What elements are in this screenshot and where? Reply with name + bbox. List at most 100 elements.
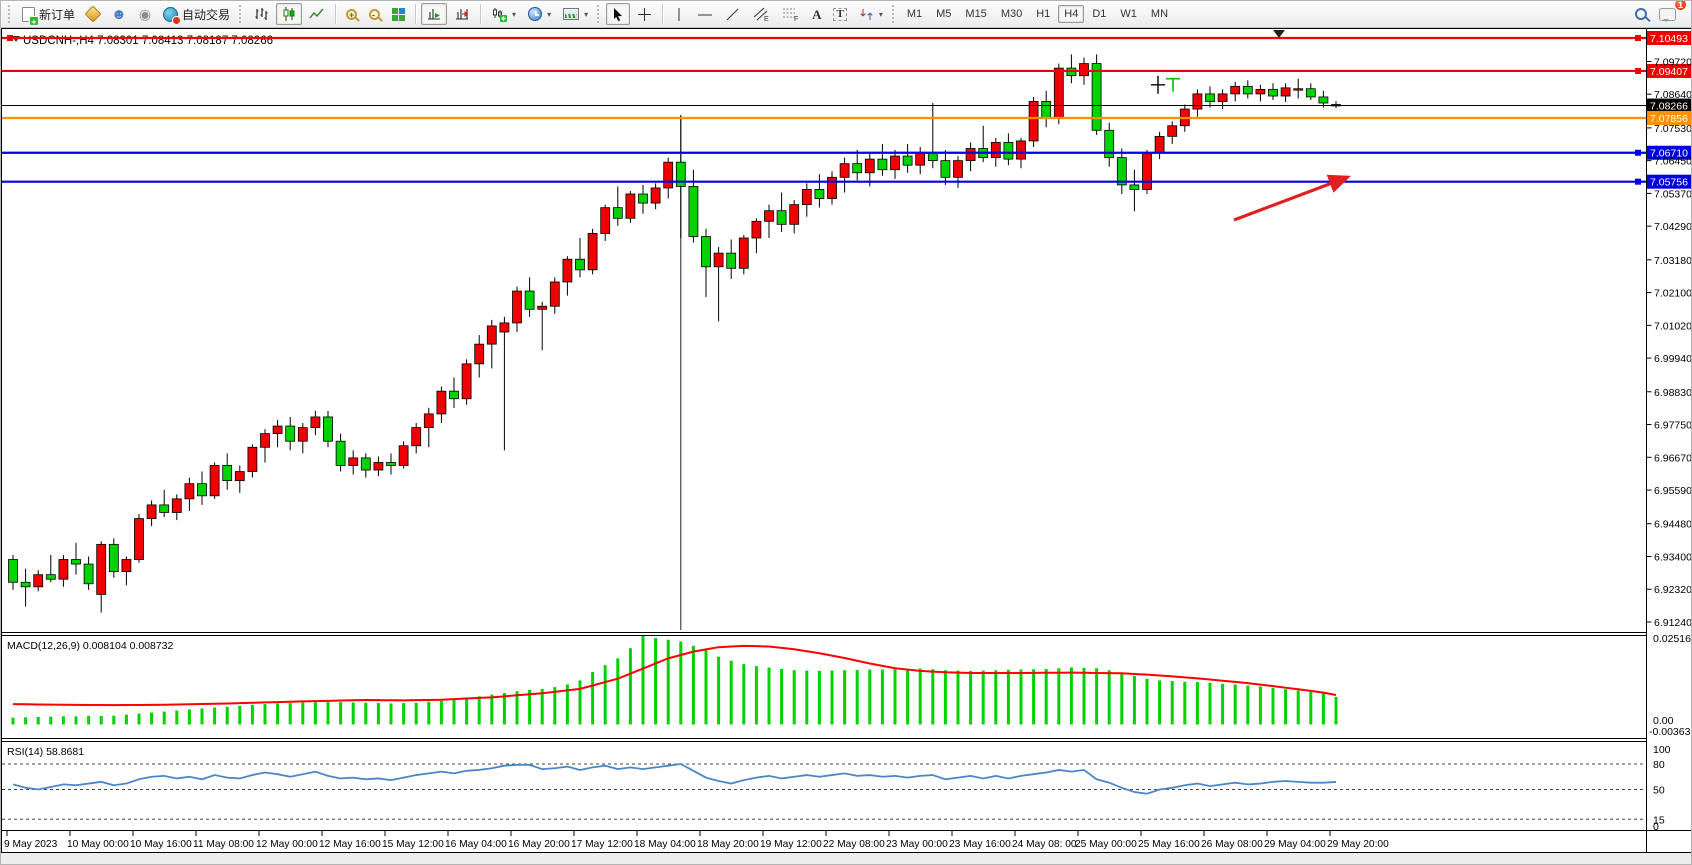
bar-chart-button[interactable] <box>248 3 274 25</box>
timeframe-mn[interactable]: MN <box>1150 8 1169 20</box>
chart-shift-marker[interactable] <box>1273 30 1285 38</box>
macd-bar <box>956 670 960 725</box>
macd-bar <box>187 709 191 725</box>
macd-bar <box>704 649 708 725</box>
toolbar-grip[interactable] <box>8 5 13 23</box>
vertical-line-button[interactable] <box>668 3 690 25</box>
macd-bar <box>1095 668 1099 725</box>
templates-dropdown[interactable]: ▾ <box>558 3 593 25</box>
signals-button[interactable]: ◉ <box>134 3 156 25</box>
macd-bar <box>981 670 985 725</box>
auto-scroll-button[interactable] <box>421 3 448 25</box>
macd-bar <box>515 691 519 725</box>
candle-bear <box>1205 93 1215 102</box>
timeframe-m1[interactable]: M1 <box>906 8 923 20</box>
notifications-button[interactable]: 1 <box>1654 1 1687 25</box>
fibonacci-button[interactable]: F <box>777 3 805 25</box>
zoom-in-button[interactable]: + <box>341 3 362 25</box>
periods-dropdown[interactable]: ▾ <box>523 3 556 25</box>
candle-bull <box>587 233 598 271</box>
candle-bear <box>71 559 81 565</box>
toolbar-grip[interactable] <box>891 5 897 23</box>
macd-bar <box>918 668 922 725</box>
candle-bull <box>600 207 611 234</box>
macd-bar <box>376 703 380 725</box>
toolbar-grip[interactable] <box>239 5 244 23</box>
macd-bar <box>817 670 821 725</box>
candle-bull <box>209 465 220 497</box>
macd-bar <box>679 641 683 725</box>
price-tick-label: 7.03180 <box>1654 255 1692 267</box>
macd-bar <box>414 702 418 725</box>
time-axis[interactable]: 9 May 2023 10 May 00:00 10 May 16:00 11 May… <box>4 830 1389 851</box>
hline-handle[interactable] <box>1635 35 1641 41</box>
macd-bar <box>200 708 204 725</box>
horizontal-line-icon <box>698 14 713 15</box>
macd-bar <box>628 648 632 725</box>
price-badge <box>1647 31 1691 45</box>
rsi-axis-15: 15 <box>1653 814 1665 826</box>
crosshair-button[interactable] <box>632 3 657 25</box>
macd-bar <box>1284 689 1288 725</box>
new-order-icon: + <box>22 6 39 27</box>
horizontal-line-button[interactable] <box>692 3 718 25</box>
arrows-dropdown[interactable]: ▾ <box>854 3 888 25</box>
tile-windows-button[interactable] <box>387 3 410 25</box>
zoom-out-button[interactable]: - <box>364 3 385 25</box>
line-chart-button[interactable] <box>304 3 330 25</box>
candle-bull <box>549 281 560 307</box>
timeframe-m15[interactable]: M15 <box>965 8 987 20</box>
timeframe-h4[interactable]: H4 <box>1058 5 1085 23</box>
candle-bear <box>877 158 888 171</box>
auto-trading-button[interactable]: 自动交易 <box>158 3 235 25</box>
candle-bear <box>701 236 711 268</box>
chart-shift-button[interactable] <box>449 3 475 25</box>
macd-bar <box>276 703 280 725</box>
candle-bull <box>537 305 548 310</box>
profile-button[interactable]: ☻ <box>106 3 132 25</box>
macd-panel[interactable]: MACD(12,26,9) 0.008104 0.008732 0.025163 0… <box>7 633 1692 738</box>
hline-handle[interactable] <box>7 35 13 41</box>
cursor-button[interactable] <box>606 3 631 25</box>
timeframe-d1[interactable]: D1 <box>1092 8 1107 20</box>
equidistant-channel-button[interactable]: E <box>747 3 775 25</box>
price-tick-label: 6.98830 <box>1654 387 1692 399</box>
timeframe-h1[interactable]: H1 <box>1036 8 1051 20</box>
macd-bar <box>61 716 65 725</box>
t-doji-marker[interactable] <box>1166 77 1180 92</box>
toolbar-grip[interactable] <box>597 5 602 23</box>
macd-bar <box>490 694 494 725</box>
candles-layer[interactable] <box>8 54 1341 613</box>
price-axis[interactable]: 7.09720 7.08640 7.07530 7.06450 7.05370 7.042… <box>1646 56 1692 629</box>
macd-bar <box>616 658 620 725</box>
doji-cross-marker[interactable] <box>1151 75 1165 94</box>
macd-bar <box>603 665 607 725</box>
trend-arrow[interactable] <box>1233 174 1351 222</box>
new-order-button[interactable]: + 新订单 <box>17 3 80 27</box>
timeframe-w1[interactable]: W1 <box>1120 8 1137 20</box>
rsi-panel[interactable]: RSI(14) 58.8681 100 80 50 150 <box>2 744 1671 833</box>
candle-bear <box>1242 85 1253 95</box>
price-tick-label: 7.02100 <box>1654 288 1692 300</box>
market-depth-button[interactable] <box>82 3 104 25</box>
hline-handle[interactable] <box>1635 178 1641 185</box>
macd-bar <box>1334 697 1338 725</box>
gold-diamond-icon <box>84 5 102 23</box>
timeframe-m30[interactable]: M30 <box>1000 8 1023 20</box>
hline-handle[interactable] <box>1635 149 1641 156</box>
timeframe-m5[interactable]: M5 <box>936 8 952 20</box>
candle-bull <box>751 220 762 239</box>
auto-scroll-icon <box>428 9 441 20</box>
price-badge-label: 7.09407 <box>1650 66 1688 78</box>
text-button[interactable]: A <box>807 3 826 25</box>
new-chart-dropdown[interactable]: ▾ <box>486 3 521 25</box>
trendline-button[interactable] <box>720 3 745 25</box>
candlestick-chart-button[interactable] <box>276 3 303 25</box>
macd-bar <box>1195 682 1199 725</box>
macd-bar <box>830 670 834 725</box>
text-label-button[interactable]: T <box>828 3 851 25</box>
search-button[interactable] <box>1630 3 1652 25</box>
time-tick-label: 10 May 00:00 <box>67 839 129 850</box>
hline-handle[interactable] <box>1635 67 1641 74</box>
